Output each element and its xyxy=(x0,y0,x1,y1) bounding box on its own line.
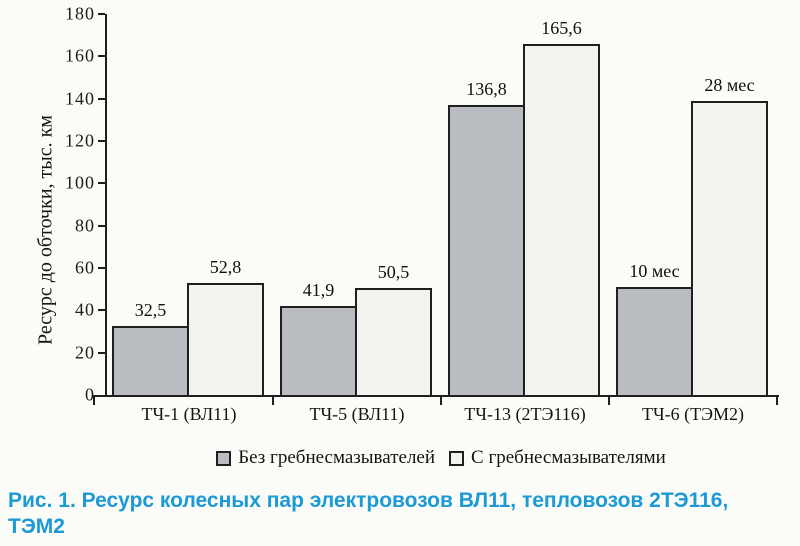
bar-value-label: 28 мес xyxy=(704,74,755,95)
y-tick-mark xyxy=(98,97,105,100)
legend-label: С гребнесмазывателями xyxy=(471,447,666,468)
y-tick-label: 180 xyxy=(65,3,95,24)
x-category-label: ТЧ-1 (ВЛ11) xyxy=(141,404,237,424)
x-category-tick xyxy=(608,397,610,405)
y-tick-label: 140 xyxy=(65,88,95,109)
bar-without-lubricator xyxy=(448,105,525,397)
bar-value-label: 41,9 xyxy=(302,280,335,301)
bar-value-label: 52,8 xyxy=(209,257,242,278)
plot-area xyxy=(105,14,779,397)
bar-with-lubricator xyxy=(187,283,264,397)
x-category-tick xyxy=(440,397,442,405)
bar-value-label: 165,6 xyxy=(541,18,582,39)
y-tick-label: 160 xyxy=(65,45,95,66)
x-category-label: ТЧ-6 (ТЭМ2) xyxy=(641,404,745,424)
y-tick-label: 40 xyxy=(75,299,95,320)
figure-caption-line-2: ТЭМ2 xyxy=(8,514,65,538)
y-tick-mark xyxy=(98,224,105,227)
legend-swatch-icon xyxy=(216,450,232,466)
bar-with-lubricator xyxy=(691,100,768,397)
legend-item: Без гребнесмазывателей xyxy=(216,447,435,469)
y-tick-mark xyxy=(98,55,105,58)
bar-without-lubricator xyxy=(616,287,693,397)
x-category-tick xyxy=(93,397,95,405)
y-tick-mark xyxy=(98,13,105,15)
y-tick-label: 100 xyxy=(65,172,95,193)
y-tick-label: 20 xyxy=(75,342,95,363)
y-tick-mark xyxy=(98,140,105,142)
bar-value-label: 50,5 xyxy=(377,262,410,283)
x-category-tick xyxy=(776,397,778,405)
y-tick-label: 0 xyxy=(85,384,95,405)
x-axis-origin-segment xyxy=(93,395,107,397)
legend-label: Без гребнесмазывателей xyxy=(238,447,436,468)
x-category-label: ТЧ-13 (2ТЭ116) xyxy=(464,404,586,424)
legend-item: С гребнесмазывателями xyxy=(449,447,666,469)
bar-without-lubricator xyxy=(280,306,357,397)
legend-swatch-icon xyxy=(449,450,465,466)
y-tick-mark xyxy=(98,182,105,185)
y-tick-mark xyxy=(98,309,105,312)
y-tick-mark xyxy=(98,351,105,354)
y-tick-label: 120 xyxy=(65,130,95,151)
y-tick-label: 60 xyxy=(75,257,95,278)
y-tick-label: 80 xyxy=(75,215,95,236)
bar-with-lubricator xyxy=(355,288,432,397)
y-tick-mark xyxy=(98,267,105,269)
bar-with-lubricator xyxy=(523,44,600,397)
bar-without-lubricator xyxy=(112,326,189,397)
figure-caption-line-1: Рис. 1. Ресурс колесных пар электровозов… xyxy=(8,489,729,512)
bar-value-label: 136,8 xyxy=(466,79,507,100)
bar-value-label: 10 мес xyxy=(629,261,680,282)
figure-caption: Рис. 1. Ресурс колесных пар электровозов… xyxy=(8,488,796,539)
bar-value-label: 32,5 xyxy=(134,300,167,321)
x-category-tick xyxy=(272,397,274,405)
x-category-label: ТЧ-5 (ВЛ11) xyxy=(309,404,405,424)
chart-legend: Без гребнесмазывателей С гребнесмазывател… xyxy=(105,447,777,469)
